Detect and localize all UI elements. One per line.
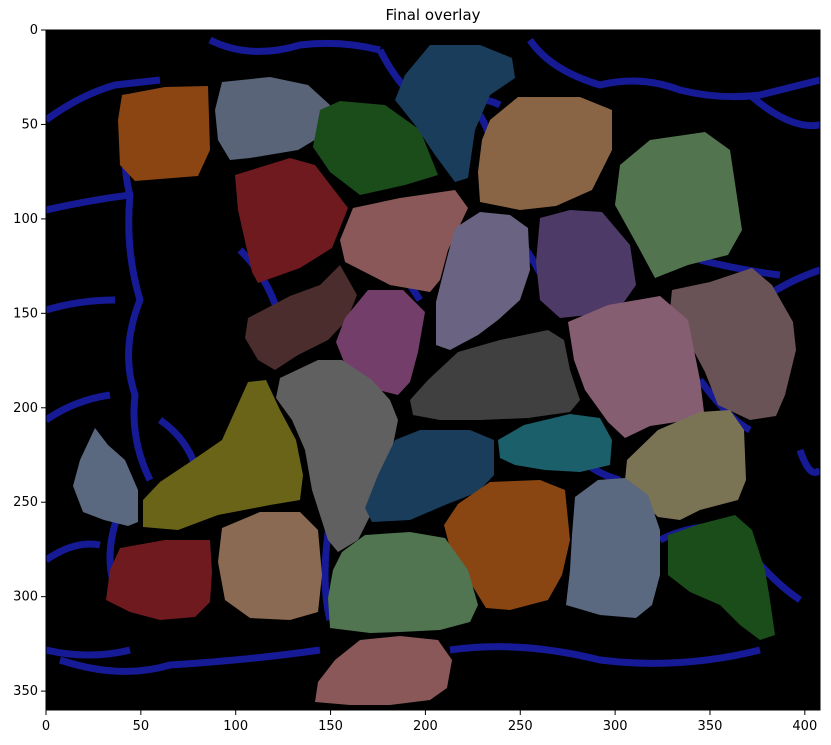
region-mauve-brown	[670, 268, 796, 420]
region-charcoal	[410, 330, 580, 420]
x-tick-label: 300	[603, 719, 628, 734]
region-dusty-rose	[340, 190, 468, 292]
region-dark-brown	[245, 265, 357, 370]
region-gray-blue	[73, 428, 138, 526]
region-sage-green	[615, 132, 742, 278]
y-tick-label: 100	[13, 212, 38, 227]
x-tick-label: 0	[42, 719, 50, 734]
region-steel-blue	[395, 45, 515, 182]
plot-area	[46, 30, 820, 710]
x-tick-label: 250	[508, 719, 533, 734]
region-salmon	[315, 636, 452, 705]
region-muted-violet	[436, 212, 530, 350]
region-pink-mauve	[568, 296, 704, 438]
region-slate-gray	[215, 77, 330, 160]
region-magenta	[336, 290, 425, 395]
axes-frame	[45, 29, 821, 711]
y-tick-label: 0	[30, 23, 38, 38]
x-tick-label: 50	[133, 719, 150, 734]
region-teal	[498, 414, 612, 472]
region-dark-green	[313, 101, 438, 195]
region-wine-red	[106, 540, 212, 620]
y-tick-label: 200	[13, 401, 38, 416]
y-tick-label: 250	[13, 495, 38, 510]
region-periwinkle-gray	[566, 478, 660, 618]
y-tick-label: 50	[21, 117, 38, 132]
region-tan	[478, 97, 612, 210]
region-orange-brown	[118, 86, 210, 181]
region-forest-green	[668, 515, 775, 640]
x-axis: 0 50 100 150 200 250 300 350 400	[42, 710, 817, 734]
region-crimson	[235, 158, 348, 283]
chart-title: Final overlay	[385, 6, 480, 24]
y-axis: 0 50 100 150 200 250 300 350	[13, 23, 46, 699]
region-navy	[365, 430, 494, 522]
region-light-tan	[218, 512, 322, 620]
x-tick-label: 100	[223, 719, 248, 734]
region-moss-green	[328, 532, 478, 633]
y-tick-label: 350	[13, 684, 38, 699]
region-olive	[143, 380, 303, 530]
cell-regions	[73, 45, 796, 705]
y-tick-label: 300	[13, 590, 38, 605]
region-plum	[536, 210, 636, 318]
y-tick-label: 150	[13, 306, 38, 321]
x-tick-label: 350	[698, 719, 723, 734]
x-tick-label: 150	[318, 719, 343, 734]
region-khaki	[625, 410, 746, 520]
x-tick-label: 200	[413, 719, 438, 734]
x-tick-label: 400	[792, 719, 817, 734]
region-burnt-orange	[444, 480, 570, 610]
